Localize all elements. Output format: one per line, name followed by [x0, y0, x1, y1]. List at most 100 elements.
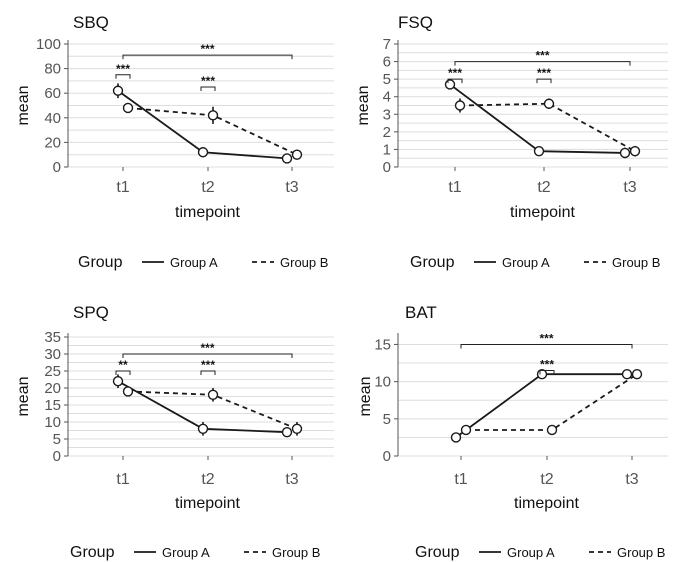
data-point [207, 389, 219, 400]
significance-label: *** [200, 341, 214, 355]
significance-label: *** [116, 62, 130, 76]
y-axis-label: mean [15, 85, 32, 125]
y-tick-label: 0 [383, 448, 391, 465]
y-axis-label: mean [357, 376, 374, 416]
x-tick-label: t2 [201, 471, 214, 488]
y-tick-label: 15 [374, 336, 391, 353]
legend-label: Group A [507, 545, 555, 560]
significance-label: *** [201, 74, 215, 88]
data-point [281, 153, 293, 164]
data-point [460, 424, 472, 436]
significance-label: *** [539, 331, 553, 345]
significance-bracket [447, 78, 463, 84]
data-point [454, 100, 466, 111]
significance-bracket [539, 369, 555, 375]
y-tick-label: 10 [374, 374, 391, 391]
y-tick-label: 20 [44, 134, 61, 151]
y-tick-label: 40 [44, 110, 61, 127]
x-tick-label: t3 [625, 471, 638, 488]
significance-bracket [200, 86, 216, 92]
data-point [546, 424, 558, 436]
legend: Group Group A Group B [70, 544, 320, 561]
series-line-group-a [455, 373, 627, 439]
significance-bracket [200, 370, 216, 375]
significance-label: *** [200, 42, 214, 56]
legend: Group Group A Group B [415, 544, 665, 561]
panel-title: SBQ [73, 13, 109, 32]
legend-title: Group [70, 544, 115, 561]
significance-bracket [115, 370, 131, 375]
data-point [112, 376, 124, 387]
y-tick-label: 5 [53, 431, 61, 448]
y-tick-label: 6 [383, 54, 391, 71]
y-tick-label: 0 [53, 448, 61, 465]
data-point [207, 110, 219, 121]
data-point [631, 368, 643, 380]
x-tick-label: t1 [454, 471, 467, 488]
data-point [291, 423, 303, 434]
x-tick-label: t2 [540, 471, 553, 488]
y-tick-label: 25 [44, 363, 61, 380]
significance-bracket [460, 343, 633, 349]
y-tick-label: 30 [44, 346, 61, 363]
data-point [450, 432, 462, 443]
x-tick-label: t3 [623, 179, 636, 196]
legend: Group Group A Group B [410, 254, 660, 271]
x-axis-label: timepoint [175, 495, 240, 512]
significance-bracket [454, 61, 631, 66]
x-tick-label: t1 [116, 471, 129, 488]
y-tick-label: 0 [53, 159, 61, 176]
x-axis-label: timepoint [514, 495, 579, 512]
x-tick-label: t1 [448, 179, 461, 196]
y-tick-label: 3 [383, 106, 391, 123]
y-tick-label: 7 [383, 36, 391, 53]
x-tick-label: t2 [201, 179, 214, 196]
legend-title: Group [415, 544, 460, 561]
legend-label: Group A [170, 255, 218, 270]
legend-label: Group B [612, 255, 660, 270]
data-point [122, 102, 134, 114]
legend-label: Group B [272, 545, 320, 560]
data-point [281, 427, 293, 438]
legend-title: Group [78, 254, 123, 271]
y-tick-label: 0 [383, 159, 391, 176]
legend: Group Group A Group B [78, 254, 328, 271]
significance-label: *** [448, 66, 462, 80]
significance-label: *** [537, 66, 551, 80]
y-tick-label: 1 [383, 141, 391, 158]
chart-panel-sbq: SBQ 0 20 40 60 80 100 t1 t2 t3 mean timepoint *** ***… [15, 13, 334, 271]
y-axis-label: mean [15, 376, 32, 416]
significance-label: *** [535, 49, 549, 63]
data-point [621, 368, 633, 380]
legend-label: Group B [280, 255, 328, 270]
data-point [112, 85, 124, 96]
significance-bracket [115, 74, 131, 79]
y-tick-label: 5 [383, 71, 391, 88]
y-axis-label: mean [355, 85, 372, 125]
significance-label: *** [540, 357, 554, 371]
x-tick-label: t3 [285, 471, 298, 488]
legend-label: Group A [502, 255, 550, 270]
x-tick-label: t1 [116, 179, 129, 196]
x-tick-label: t2 [537, 179, 550, 196]
significance-bracket [122, 353, 293, 358]
y-tick-label: 20 [44, 380, 61, 397]
y-tick-label: 60 [44, 85, 61, 102]
y-tick-label: 100 [36, 36, 61, 53]
significance-bracket [536, 78, 552, 84]
data-point [291, 149, 303, 160]
y-tick-label: 4 [383, 89, 391, 106]
legend-label: Group B [617, 545, 665, 560]
legend-title: Group [410, 254, 455, 271]
x-axis-label: timepoint [510, 204, 575, 221]
x-tick-label: t3 [285, 179, 298, 196]
data-point [122, 386, 134, 397]
data-point [533, 145, 545, 157]
y-tick-label: 35 [44, 329, 61, 346]
data-point [629, 145, 641, 157]
data-point [444, 79, 456, 90]
y-tick-label: 15 [44, 397, 61, 414]
